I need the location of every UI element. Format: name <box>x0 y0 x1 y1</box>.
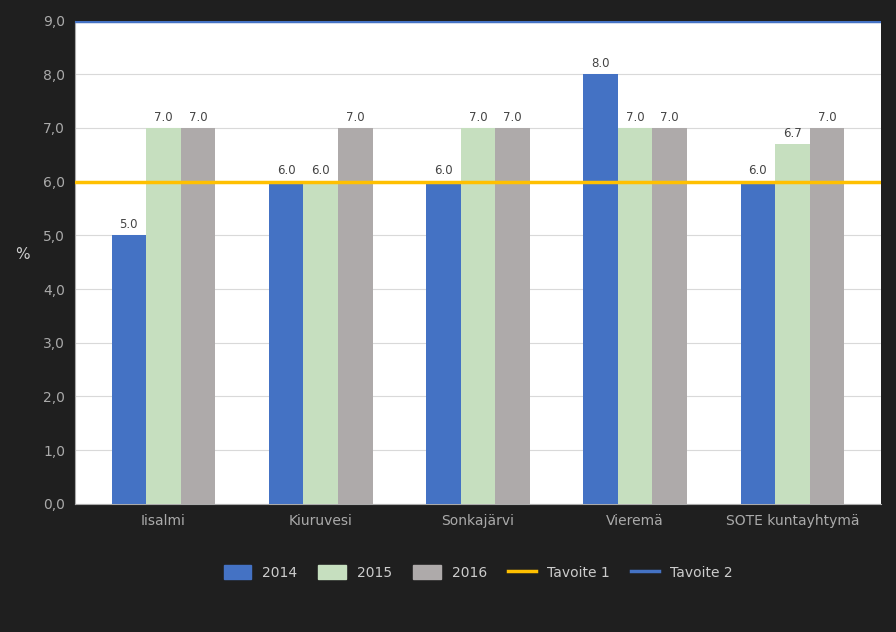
Legend: 2014, 2015, 2016, Tavoite 1, Tavoite 2: 2014, 2015, 2016, Tavoite 1, Tavoite 2 <box>218 559 737 585</box>
Bar <box>181 128 215 504</box>
Text: 6.0: 6.0 <box>434 164 452 178</box>
Text: 6.7: 6.7 <box>783 127 802 140</box>
Bar <box>775 144 810 504</box>
Text: 6.0: 6.0 <box>311 164 330 178</box>
Bar <box>338 128 373 504</box>
Bar <box>495 128 530 504</box>
Bar <box>461 128 495 504</box>
Text: 7.0: 7.0 <box>818 111 836 124</box>
Text: 5.0: 5.0 <box>119 218 138 231</box>
Tavoite 1 <box>315 178 326 185</box>
Bar <box>583 74 618 504</box>
Text: 7.0: 7.0 <box>189 111 207 124</box>
Text: 8.0: 8.0 <box>591 57 610 70</box>
Text: 7.0: 7.0 <box>154 111 173 124</box>
Text: 6.0: 6.0 <box>748 164 767 178</box>
Y-axis label: %: % <box>15 247 30 262</box>
Tavoite 1 <box>158 178 168 185</box>
Text: 7.0: 7.0 <box>469 111 487 124</box>
Bar <box>111 235 146 504</box>
Bar <box>146 128 181 504</box>
Bar <box>426 181 461 504</box>
Bar <box>269 181 304 504</box>
Text: 7.0: 7.0 <box>504 111 521 124</box>
Tavoite 2 <box>158 16 168 24</box>
Text: 7.0: 7.0 <box>660 111 679 124</box>
Tavoite 2 <box>315 16 326 24</box>
Text: 6.0: 6.0 <box>277 164 296 178</box>
Bar <box>741 181 775 504</box>
Text: 7.0: 7.0 <box>346 111 365 124</box>
Text: 7.0: 7.0 <box>626 111 644 124</box>
Bar <box>810 128 844 504</box>
Bar <box>304 181 338 504</box>
Bar <box>652 128 687 504</box>
Bar <box>618 128 652 504</box>
